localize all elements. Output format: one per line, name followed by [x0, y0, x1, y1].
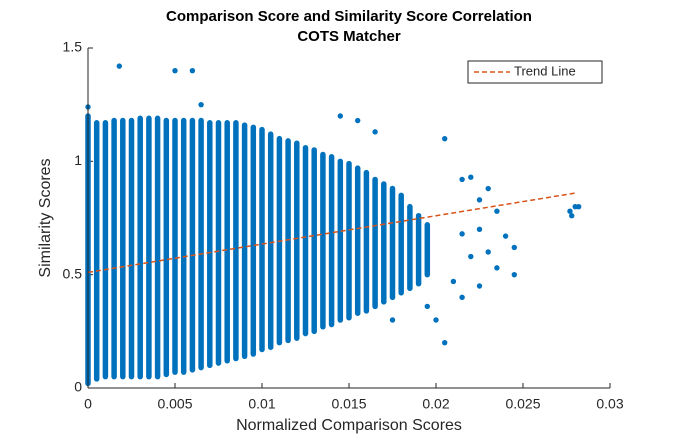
- point: [476, 226, 483, 233]
- legend-box: [467, 60, 603, 84]
- point: [442, 339, 448, 346]
- point: [468, 253, 474, 260]
- legend-label: Trend Line: [514, 63, 576, 78]
- x-tick-label: 0.015: [331, 396, 366, 412]
- y-tick-label: 0: [74, 379, 82, 395]
- x-tick-label: 0.025: [505, 396, 540, 412]
- point: [198, 101, 204, 108]
- y-tick-label: 1.5: [63, 39, 83, 55]
- point: [468, 174, 474, 180]
- point: [567, 208, 573, 214]
- point: [337, 113, 343, 119]
- x-tick-label: 0: [84, 396, 92, 412]
- point: [389, 317, 396, 323]
- y-axis-label: Similarity Scores: [37, 158, 54, 277]
- point: [116, 63, 123, 69]
- point: [424, 303, 430, 310]
- x-axis-label: Normalized Comparison Scores: [236, 417, 462, 434]
- point: [485, 185, 491, 192]
- point: [485, 249, 491, 255]
- point: [511, 271, 517, 278]
- point: [476, 283, 483, 289]
- point: [494, 265, 500, 271]
- point: [502, 233, 509, 239]
- chart-title: Comparison Score and Similarity Score Co…: [166, 8, 532, 25]
- chart-subtitle: COTS Matcher: [297, 28, 401, 45]
- point: [575, 203, 582, 210]
- point: [569, 213, 575, 219]
- point: [476, 197, 483, 203]
- x-tick-label: 0.03: [596, 396, 623, 412]
- point: [172, 67, 178, 74]
- x-tick-label: 0.02: [422, 396, 449, 412]
- point: [355, 117, 361, 124]
- trend-line: [87, 192, 576, 274]
- point: [189, 67, 196, 74]
- y-tick-label: 0.5: [63, 265, 83, 281]
- point: [459, 231, 465, 237]
- x-tick-label: 0.005: [157, 396, 192, 412]
- point: [494, 208, 500, 214]
- point: [442, 135, 448, 142]
- point: [459, 294, 465, 301]
- point: [450, 278, 457, 285]
- point: [511, 244, 517, 251]
- point: [459, 176, 465, 183]
- point: [433, 317, 439, 323]
- point: [372, 129, 378, 135]
- y-tick-label: 1: [74, 152, 82, 168]
- x-tick-label: 0.01: [248, 396, 275, 412]
